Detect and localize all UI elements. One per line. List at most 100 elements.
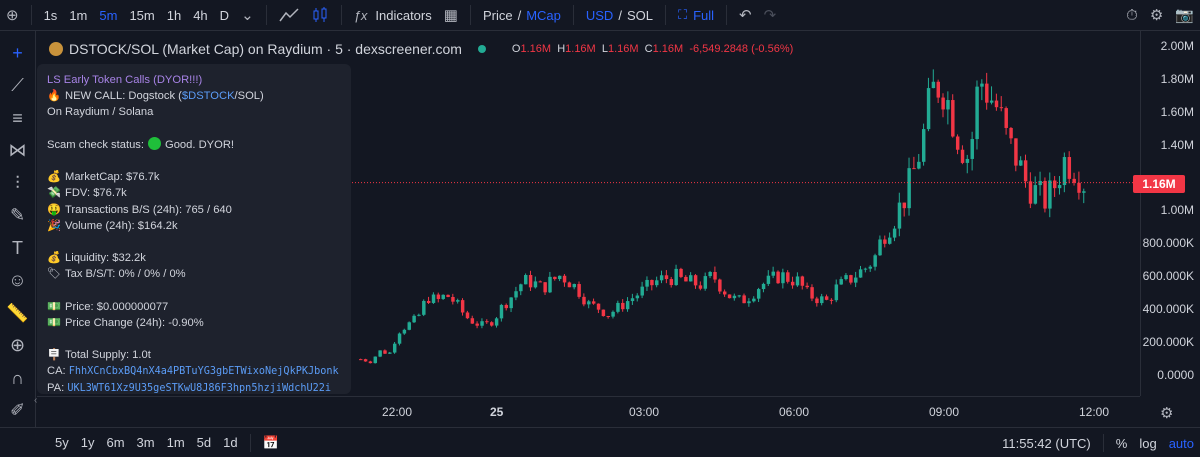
range-1m[interactable]: 1m bbox=[166, 435, 185, 450]
utc-clock[interactable]: 11:55:42 (UTC) bbox=[1002, 435, 1091, 451]
price-tick: 400.000K bbox=[1142, 302, 1194, 316]
range-5d[interactable]: 5d bbox=[196, 435, 212, 450]
c-value: 1.16M bbox=[652, 43, 684, 55]
ticker-link[interactable]: $DSTOCK bbox=[181, 90, 235, 103]
green-circle-icon bbox=[148, 136, 161, 150]
candle-body bbox=[528, 275, 533, 288]
magnet-icon[interactable]: ∩ bbox=[11, 367, 24, 388]
timeframe-5m[interactable]: 5m bbox=[99, 7, 118, 23]
candle-body bbox=[941, 97, 945, 110]
price-scale[interactable]: 2.00M 1.80M 1.60M 1.40M 1.00M 800.000K 6… bbox=[1140, 31, 1200, 396]
pricechange-line: 💵 Price Change (24h): -0.90% bbox=[47, 315, 341, 331]
candle-body bbox=[912, 168, 916, 170]
alarm-icon[interactable]: ⏱ bbox=[1126, 6, 1138, 24]
ca-address[interactable]: FhhXCnCbxBQ4nX4a4PBTuYG3gbETWixoNejQkPKJ… bbox=[68, 366, 339, 378]
undo-icon[interactable]: ↶ bbox=[739, 7, 752, 24]
timeframe-1h[interactable]: 1h bbox=[166, 7, 182, 23]
money-bag-icon: 💰 bbox=[47, 171, 61, 184]
range-1y[interactable]: 1y bbox=[80, 435, 95, 450]
timeframe-15m[interactable]: 15m bbox=[129, 7, 155, 23]
settings-icon[interactable]: ⚙ bbox=[1149, 7, 1164, 24]
usd-sol-toggle[interactable]: USD / SOL bbox=[580, 0, 659, 31]
spacer bbox=[47, 331, 341, 347]
divider bbox=[30, 5, 32, 25]
crosshair-icon[interactable]: + bbox=[12, 42, 23, 63]
divider bbox=[1102, 434, 1104, 452]
pattern-icon[interactable]: ⋈ bbox=[8, 140, 27, 161]
timeframe-1s[interactable]: 1s bbox=[43, 7, 58, 23]
pa-address[interactable]: UKL3WT61Xz9U35geSTKwU8J86F3hpn5hzjiWdchU… bbox=[67, 382, 332, 394]
volume-value: $164.2k bbox=[137, 219, 178, 232]
chevron-down-icon[interactable]: ⌄ bbox=[241, 7, 254, 24]
line-chart-icon[interactable] bbox=[273, 0, 305, 31]
divider bbox=[572, 5, 574, 25]
tax-value: 0% / 0% / 0% bbox=[118, 268, 186, 281]
time-tick: 12:00 bbox=[1079, 405, 1110, 419]
ca-label: CA: bbox=[47, 365, 66, 378]
text-icon[interactable]: T bbox=[12, 237, 23, 258]
brush-icon[interactable]: ✎ bbox=[9, 205, 26, 226]
top-toolbar: ⊕ 1s 1m 5m 15m 1h 4h D ⌄ ƒx Indicators ▦… bbox=[0, 0, 1200, 31]
banknote-icon: 💵 bbox=[47, 316, 61, 329]
zoom-icon[interactable]: ⊕ bbox=[9, 335, 26, 356]
on-label: On bbox=[47, 106, 62, 119]
trend-line-icon[interactable]: ⟋ bbox=[11, 75, 24, 96]
candle-body bbox=[732, 295, 737, 299]
candle-body bbox=[892, 228, 897, 238]
candle-body bbox=[616, 302, 620, 312]
range-3m[interactable]: 3m bbox=[136, 435, 155, 450]
candle-body bbox=[907, 168, 911, 209]
candle-body bbox=[494, 318, 499, 326]
horizontal-lines-icon[interactable]: ≡ bbox=[12, 107, 23, 128]
scale-settings-icon[interactable]: ⚙ bbox=[1160, 405, 1174, 422]
timeframe-4h[interactable]: 4h bbox=[193, 7, 208, 23]
indicators-button[interactable]: ƒx Indicators bbox=[348, 0, 438, 31]
candle-body bbox=[781, 272, 785, 284]
plus-circle-icon[interactable]: ⊕ bbox=[6, 7, 19, 24]
smiley-icon[interactable]: ☺ bbox=[8, 270, 27, 291]
ruler-icon[interactable]: 📏 bbox=[6, 302, 29, 323]
full-button[interactable]: ⛶ Full bbox=[672, 0, 720, 31]
candle-body bbox=[985, 83, 989, 103]
divider bbox=[249, 433, 251, 452]
liquidity-line: 💰 Liquidity: $32.2k bbox=[47, 250, 341, 266]
date-range-icon[interactable]: 📅 bbox=[262, 434, 279, 450]
pricechange-value: -0.90% bbox=[168, 316, 204, 329]
range-6m[interactable]: 6m bbox=[106, 435, 125, 450]
candle-body bbox=[698, 285, 703, 289]
candle-body bbox=[708, 272, 712, 277]
candles-icon[interactable] bbox=[305, 0, 335, 31]
change-value: -6,549.2848 (-0.56%) bbox=[689, 43, 794, 55]
candle-body bbox=[412, 315, 416, 323]
candle-body bbox=[533, 281, 538, 288]
range-5y[interactable]: 5y bbox=[55, 435, 69, 450]
timeframe-d[interactable]: D bbox=[219, 7, 230, 23]
percent-toggle[interactable]: % bbox=[1115, 435, 1128, 451]
on-value: Raydium / Solana bbox=[65, 106, 154, 119]
lock-draw-icon[interactable]: ✐ bbox=[9, 400, 26, 421]
candle-body bbox=[1038, 180, 1042, 186]
candle-body bbox=[596, 303, 601, 310]
price-mcap-toggle[interactable]: Price / MCap bbox=[477, 0, 567, 31]
grid-icon[interactable]: ▦ bbox=[443, 7, 458, 24]
candle-body bbox=[1048, 180, 1052, 209]
log-toggle[interactable]: log bbox=[1139, 435, 1157, 451]
ohlc-values: O1.16M H1.16M L1.16M C1.16M -6,549.2848 … bbox=[512, 43, 793, 55]
range-1d[interactable]: 1d bbox=[223, 435, 238, 450]
candle-body bbox=[703, 276, 708, 289]
auto-toggle[interactable]: auto bbox=[1168, 435, 1194, 451]
candle-body bbox=[456, 300, 460, 302]
time-scale[interactable]: 22:00 25 03:00 06:00 09:00 12:00 bbox=[37, 396, 1140, 427]
candle-body bbox=[810, 287, 814, 299]
candle-body bbox=[824, 296, 829, 300]
timeframe-1m[interactable]: 1m bbox=[69, 7, 88, 23]
measure-lines-icon[interactable]: ⫶ bbox=[15, 172, 20, 193]
candle-body bbox=[1062, 157, 1067, 186]
candle-body bbox=[577, 284, 581, 297]
fdv-line: 💸 FDV: $76.7k bbox=[47, 185, 341, 201]
camera-icon[interactable]: 📷 bbox=[1175, 7, 1194, 24]
spacer bbox=[47, 153, 341, 169]
redo-icon[interactable]: ↷ bbox=[763, 7, 777, 24]
price-tick: 0.0000 bbox=[1157, 368, 1194, 382]
collapse-arrow-icon[interactable]: ‹ bbox=[34, 395, 38, 406]
